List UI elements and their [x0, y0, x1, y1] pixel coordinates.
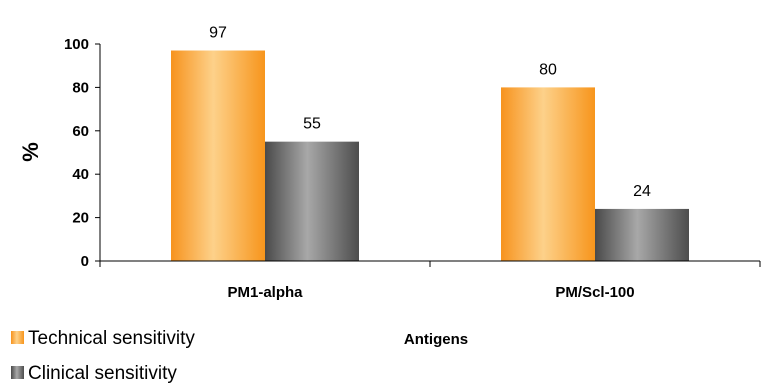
data-label: 55: [303, 116, 321, 133]
legend-label-clinical: Clinical sensitivity: [28, 363, 177, 384]
y-tick-label: 100: [64, 36, 89, 53]
y-tick-label: 0: [81, 253, 89, 270]
y-axis-ticks: 0 20 40 60 80 100: [64, 36, 100, 270]
category-label: PM1-alpha: [227, 284, 303, 301]
x-axis-label: Antigens: [404, 331, 468, 348]
bar-technical-1: [501, 87, 595, 262]
category-labels: PM1-alpha PM/Scl-100: [99, 261, 761, 301]
bars: [171, 50, 689, 262]
legend-swatch-clinical: [11, 366, 24, 379]
data-label: 97: [209, 25, 227, 42]
y-axis-label: %: [18, 142, 43, 162]
category-label: PM/Scl-100: [555, 284, 634, 301]
legend: Technical sensitivity Clinical sensitivi…: [11, 328, 195, 384]
y-tick-label: 80: [72, 79, 89, 96]
y-tick-label: 40: [72, 166, 89, 183]
bar-technical-0: [171, 50, 265, 262]
legend-item-technical: Technical sensitivity: [11, 328, 195, 349]
bar-clinical-0: [265, 141, 359, 261]
bar-clinical-1: [595, 208, 689, 261]
y-tick-label: 20: [72, 210, 89, 227]
data-label: 24: [633, 183, 651, 200]
data-label: 80: [539, 61, 557, 78]
y-tick-label: 60: [72, 123, 89, 140]
legend-item-clinical: Clinical sensitivity: [11, 363, 177, 384]
legend-label-technical: Technical sensitivity: [28, 328, 195, 349]
data-labels: 97 55 80 24: [209, 25, 651, 200]
legend-swatch-technical: [11, 331, 24, 344]
